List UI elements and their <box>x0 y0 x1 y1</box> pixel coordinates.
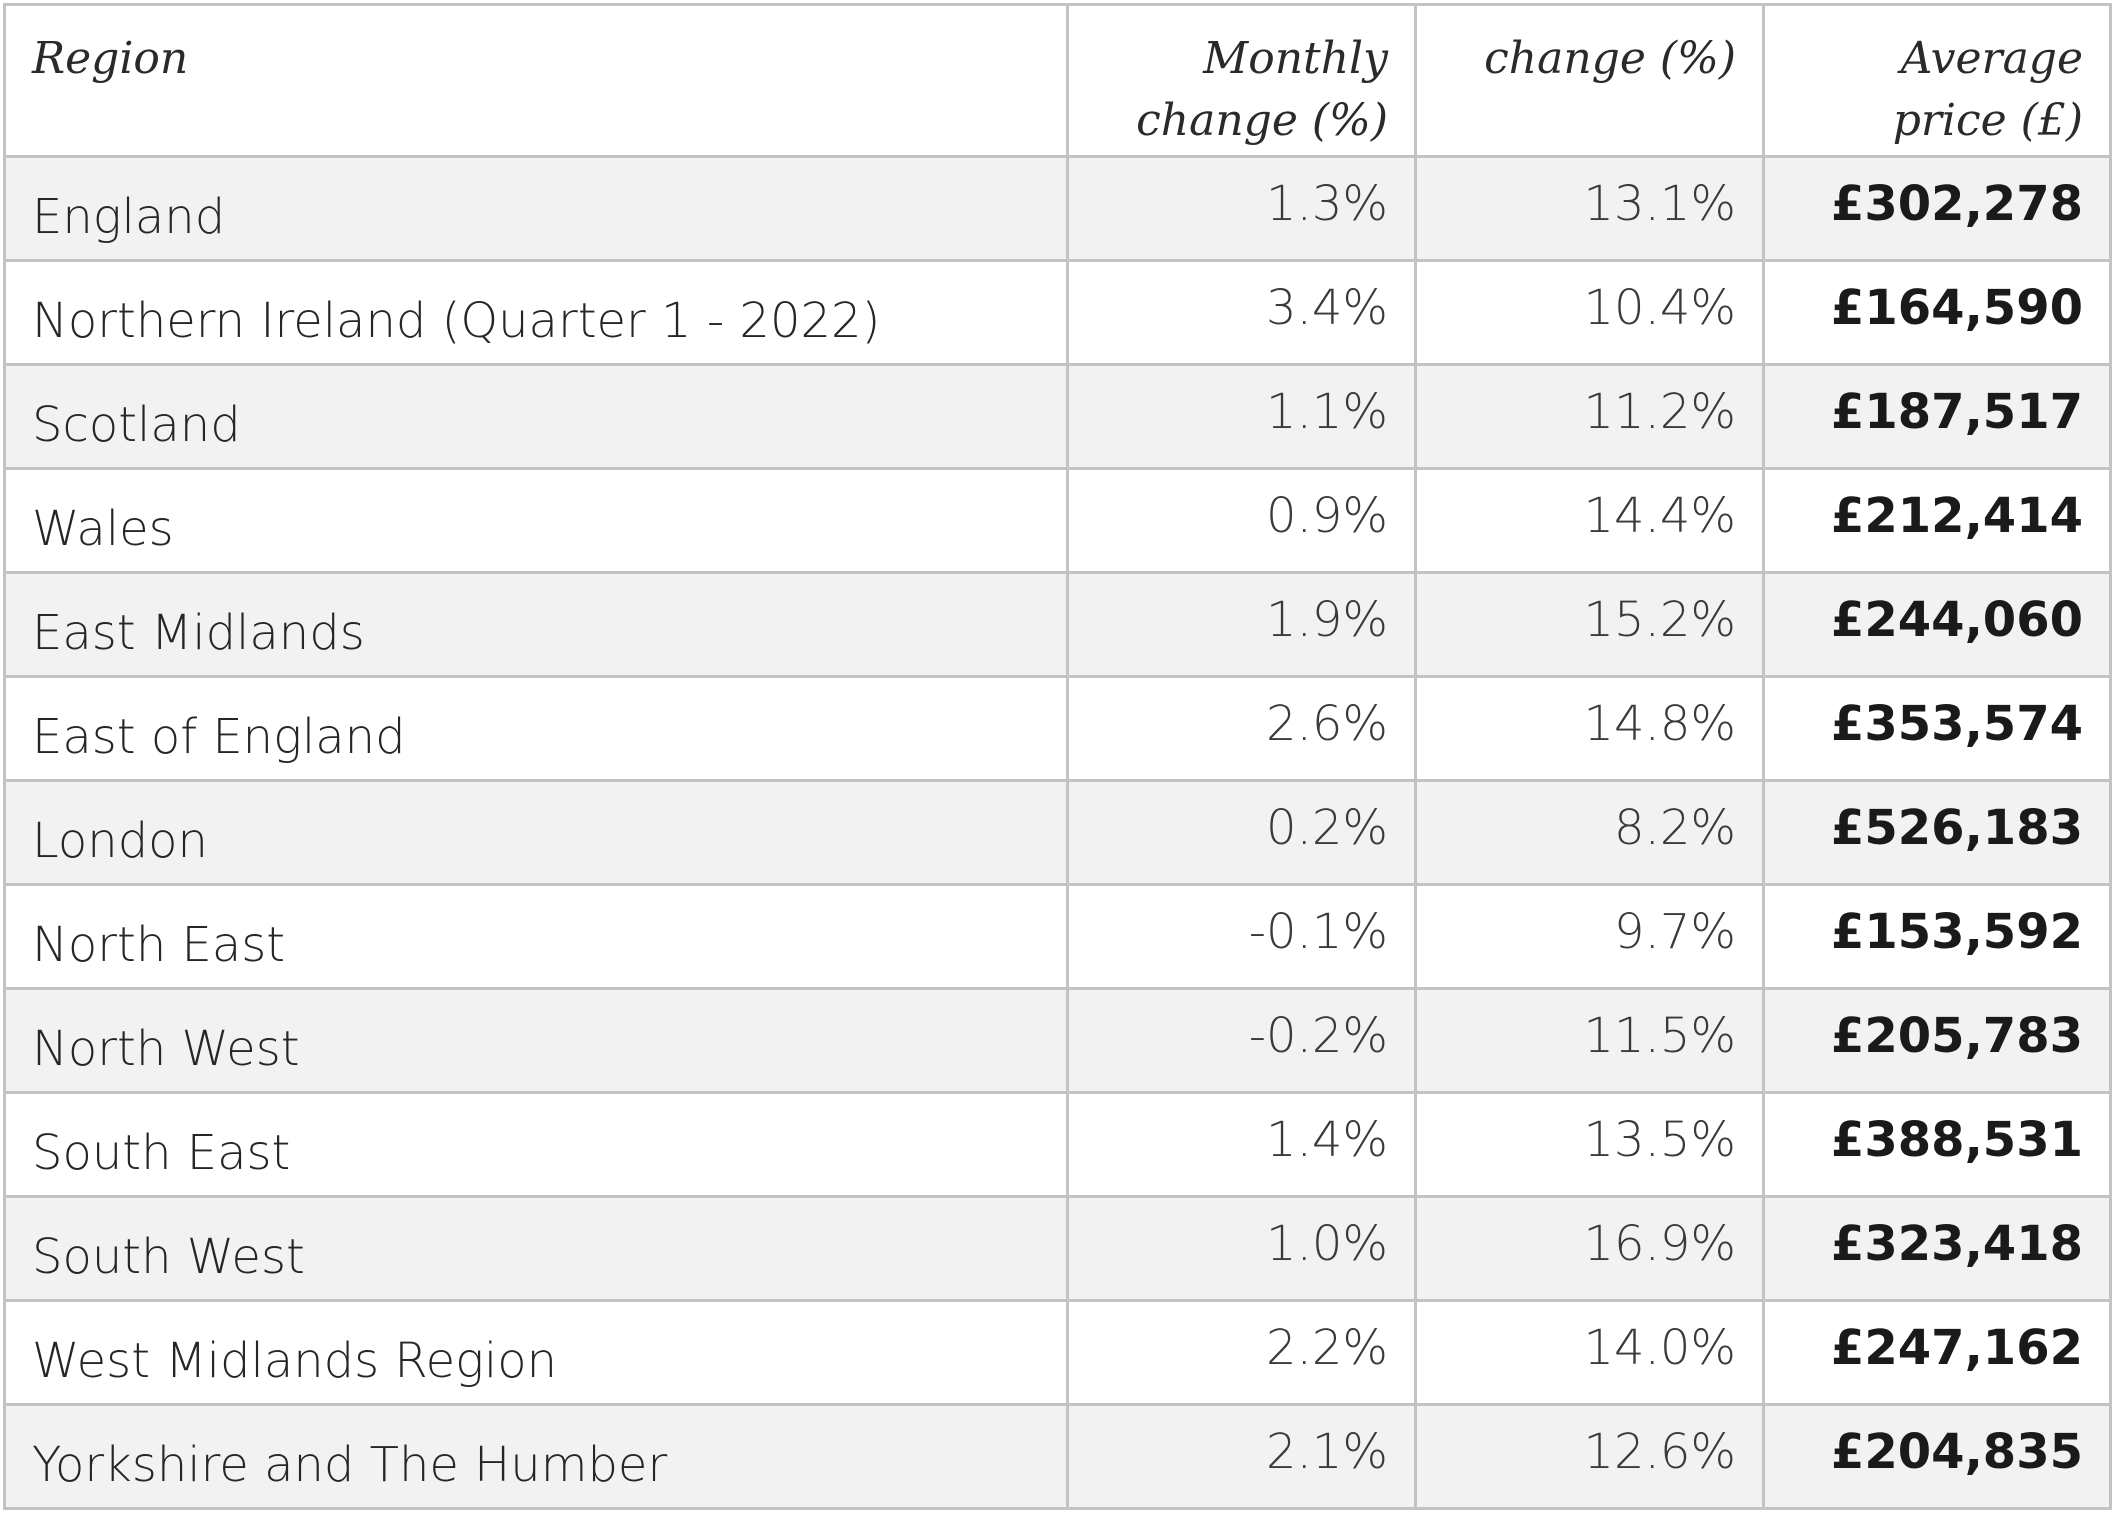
house-price-table-container: Region Monthly change (%) change (%) Ave… <box>3 3 2112 1510</box>
annual-change-cell: 14.0% <box>1414 1299 1765 1406</box>
column-header-region: Region <box>3 3 1069 158</box>
region-cell: South East <box>3 1091 1069 1198</box>
header-row: Region Monthly change (%) change (%) Ave… <box>3 3 2112 158</box>
annual-change-cell: 10.4% <box>1414 259 1765 366</box>
column-header-price-line2: price (£) <box>1892 95 2083 146</box>
column-header-monthly-line1: Monthly <box>1203 33 1388 84</box>
column-header-region-label: Region <box>32 33 189 84</box>
column-header-monthly-change: Monthly change (%) <box>1066 3 1417 158</box>
average-price-cell: £244,060 <box>1762 571 2112 678</box>
table-row: London 0.2% 8.2% £526,183 <box>3 779 2112 886</box>
region-cell: Wales <box>3 467 1069 574</box>
region-cell: East Midlands <box>3 571 1069 678</box>
annual-change-cell: 8.2% <box>1414 779 1765 886</box>
column-header-annual-change: change (%) <box>1414 3 1765 158</box>
annual-change-cell: 16.9% <box>1414 1195 1765 1302</box>
region-cell: London <box>3 779 1069 886</box>
monthly-change-cell: 2.6% <box>1066 675 1417 782</box>
table-row: England 1.3% 13.1% £302,278 <box>3 155 2112 262</box>
monthly-change-cell: -0.1% <box>1066 883 1417 990</box>
table-row: North East -0.1% 9.7% £153,592 <box>3 883 2112 990</box>
column-header-average-price: Average price (£) <box>1762 3 2112 158</box>
average-price-cell: £302,278 <box>1762 155 2112 262</box>
monthly-change-cell: 2.1% <box>1066 1403 1417 1510</box>
table-row: South East 1.4% 13.5% £388,531 <box>3 1091 2112 1198</box>
table-row: Scotland 1.1% 11.2% £187,517 <box>3 363 2112 470</box>
annual-change-cell: 14.4% <box>1414 467 1765 574</box>
region-cell: North West <box>3 987 1069 1094</box>
annual-change-cell: 11.2% <box>1414 363 1765 470</box>
region-cell: England <box>3 155 1069 262</box>
table-body: England 1.3% 13.1% £302,278 Northern Ire… <box>3 155 2112 1510</box>
table-row: South West 1.0% 16.9% £323,418 <box>3 1195 2112 1302</box>
monthly-change-cell: 0.9% <box>1066 467 1417 574</box>
region-cell: Northern Ireland (Quarter 1 - 2022) <box>3 259 1069 366</box>
column-header-price-line1: Average <box>1900 33 2083 84</box>
table-row: East of England 2.6% 14.8% £353,574 <box>3 675 2112 782</box>
table-row: Yorkshire and The Humber 2.1% 12.6% £204… <box>3 1403 2112 1510</box>
average-price-cell: £526,183 <box>1762 779 2112 886</box>
region-cell: Yorkshire and The Humber <box>3 1403 1069 1510</box>
average-price-cell: £204,835 <box>1762 1403 2112 1510</box>
annual-change-cell: 14.8% <box>1414 675 1765 782</box>
average-price-cell: £247,162 <box>1762 1299 2112 1406</box>
table-row: East Midlands 1.9% 15.2% £244,060 <box>3 571 2112 678</box>
annual-change-cell: 15.2% <box>1414 571 1765 678</box>
average-price-cell: £205,783 <box>1762 987 2112 1094</box>
average-price-cell: £388,531 <box>1762 1091 2112 1198</box>
region-cell: South West <box>3 1195 1069 1302</box>
annual-change-cell: 12.6% <box>1414 1403 1765 1510</box>
table-header: Region Monthly change (%) change (%) Ave… <box>3 3 2112 158</box>
region-cell: North East <box>3 883 1069 990</box>
average-price-cell: £164,590 <box>1762 259 2112 366</box>
region-cell: West Midlands Region <box>3 1299 1069 1406</box>
annual-change-cell: 11.5% <box>1414 987 1765 1094</box>
average-price-cell: £212,414 <box>1762 467 2112 574</box>
monthly-change-cell: 1.3% <box>1066 155 1417 262</box>
monthly-change-cell: 1.0% <box>1066 1195 1417 1302</box>
house-price-table: Region Monthly change (%) change (%) Ave… <box>3 3 2112 1510</box>
average-price-cell: £353,574 <box>1762 675 2112 782</box>
table-row: Wales 0.9% 14.4% £212,414 <box>3 467 2112 574</box>
monthly-change-cell: -0.2% <box>1066 987 1417 1094</box>
column-header-annual-label: change (%) <box>1484 33 1736 84</box>
region-cell: East of England <box>3 675 1069 782</box>
column-header-monthly-line2: change (%) <box>1136 95 1388 146</box>
table-row: North West -0.2% 11.5% £205,783 <box>3 987 2112 1094</box>
annual-change-cell: 13.5% <box>1414 1091 1765 1198</box>
monthly-change-cell: 1.1% <box>1066 363 1417 470</box>
monthly-change-cell: 2.2% <box>1066 1299 1417 1406</box>
region-cell: Scotland <box>3 363 1069 470</box>
annual-change-cell: 9.7% <box>1414 883 1765 990</box>
monthly-change-cell: 0.2% <box>1066 779 1417 886</box>
average-price-cell: £187,517 <box>1762 363 2112 470</box>
average-price-cell: £323,418 <box>1762 1195 2112 1302</box>
average-price-cell: £153,592 <box>1762 883 2112 990</box>
table-row: West Midlands Region 2.2% 14.0% £247,162 <box>3 1299 2112 1406</box>
monthly-change-cell: 1.4% <box>1066 1091 1417 1198</box>
monthly-change-cell: 1.9% <box>1066 571 1417 678</box>
table-row: Northern Ireland (Quarter 1 - 2022) 3.4%… <box>3 259 2112 366</box>
annual-change-cell: 13.1% <box>1414 155 1765 262</box>
monthly-change-cell: 3.4% <box>1066 259 1417 366</box>
